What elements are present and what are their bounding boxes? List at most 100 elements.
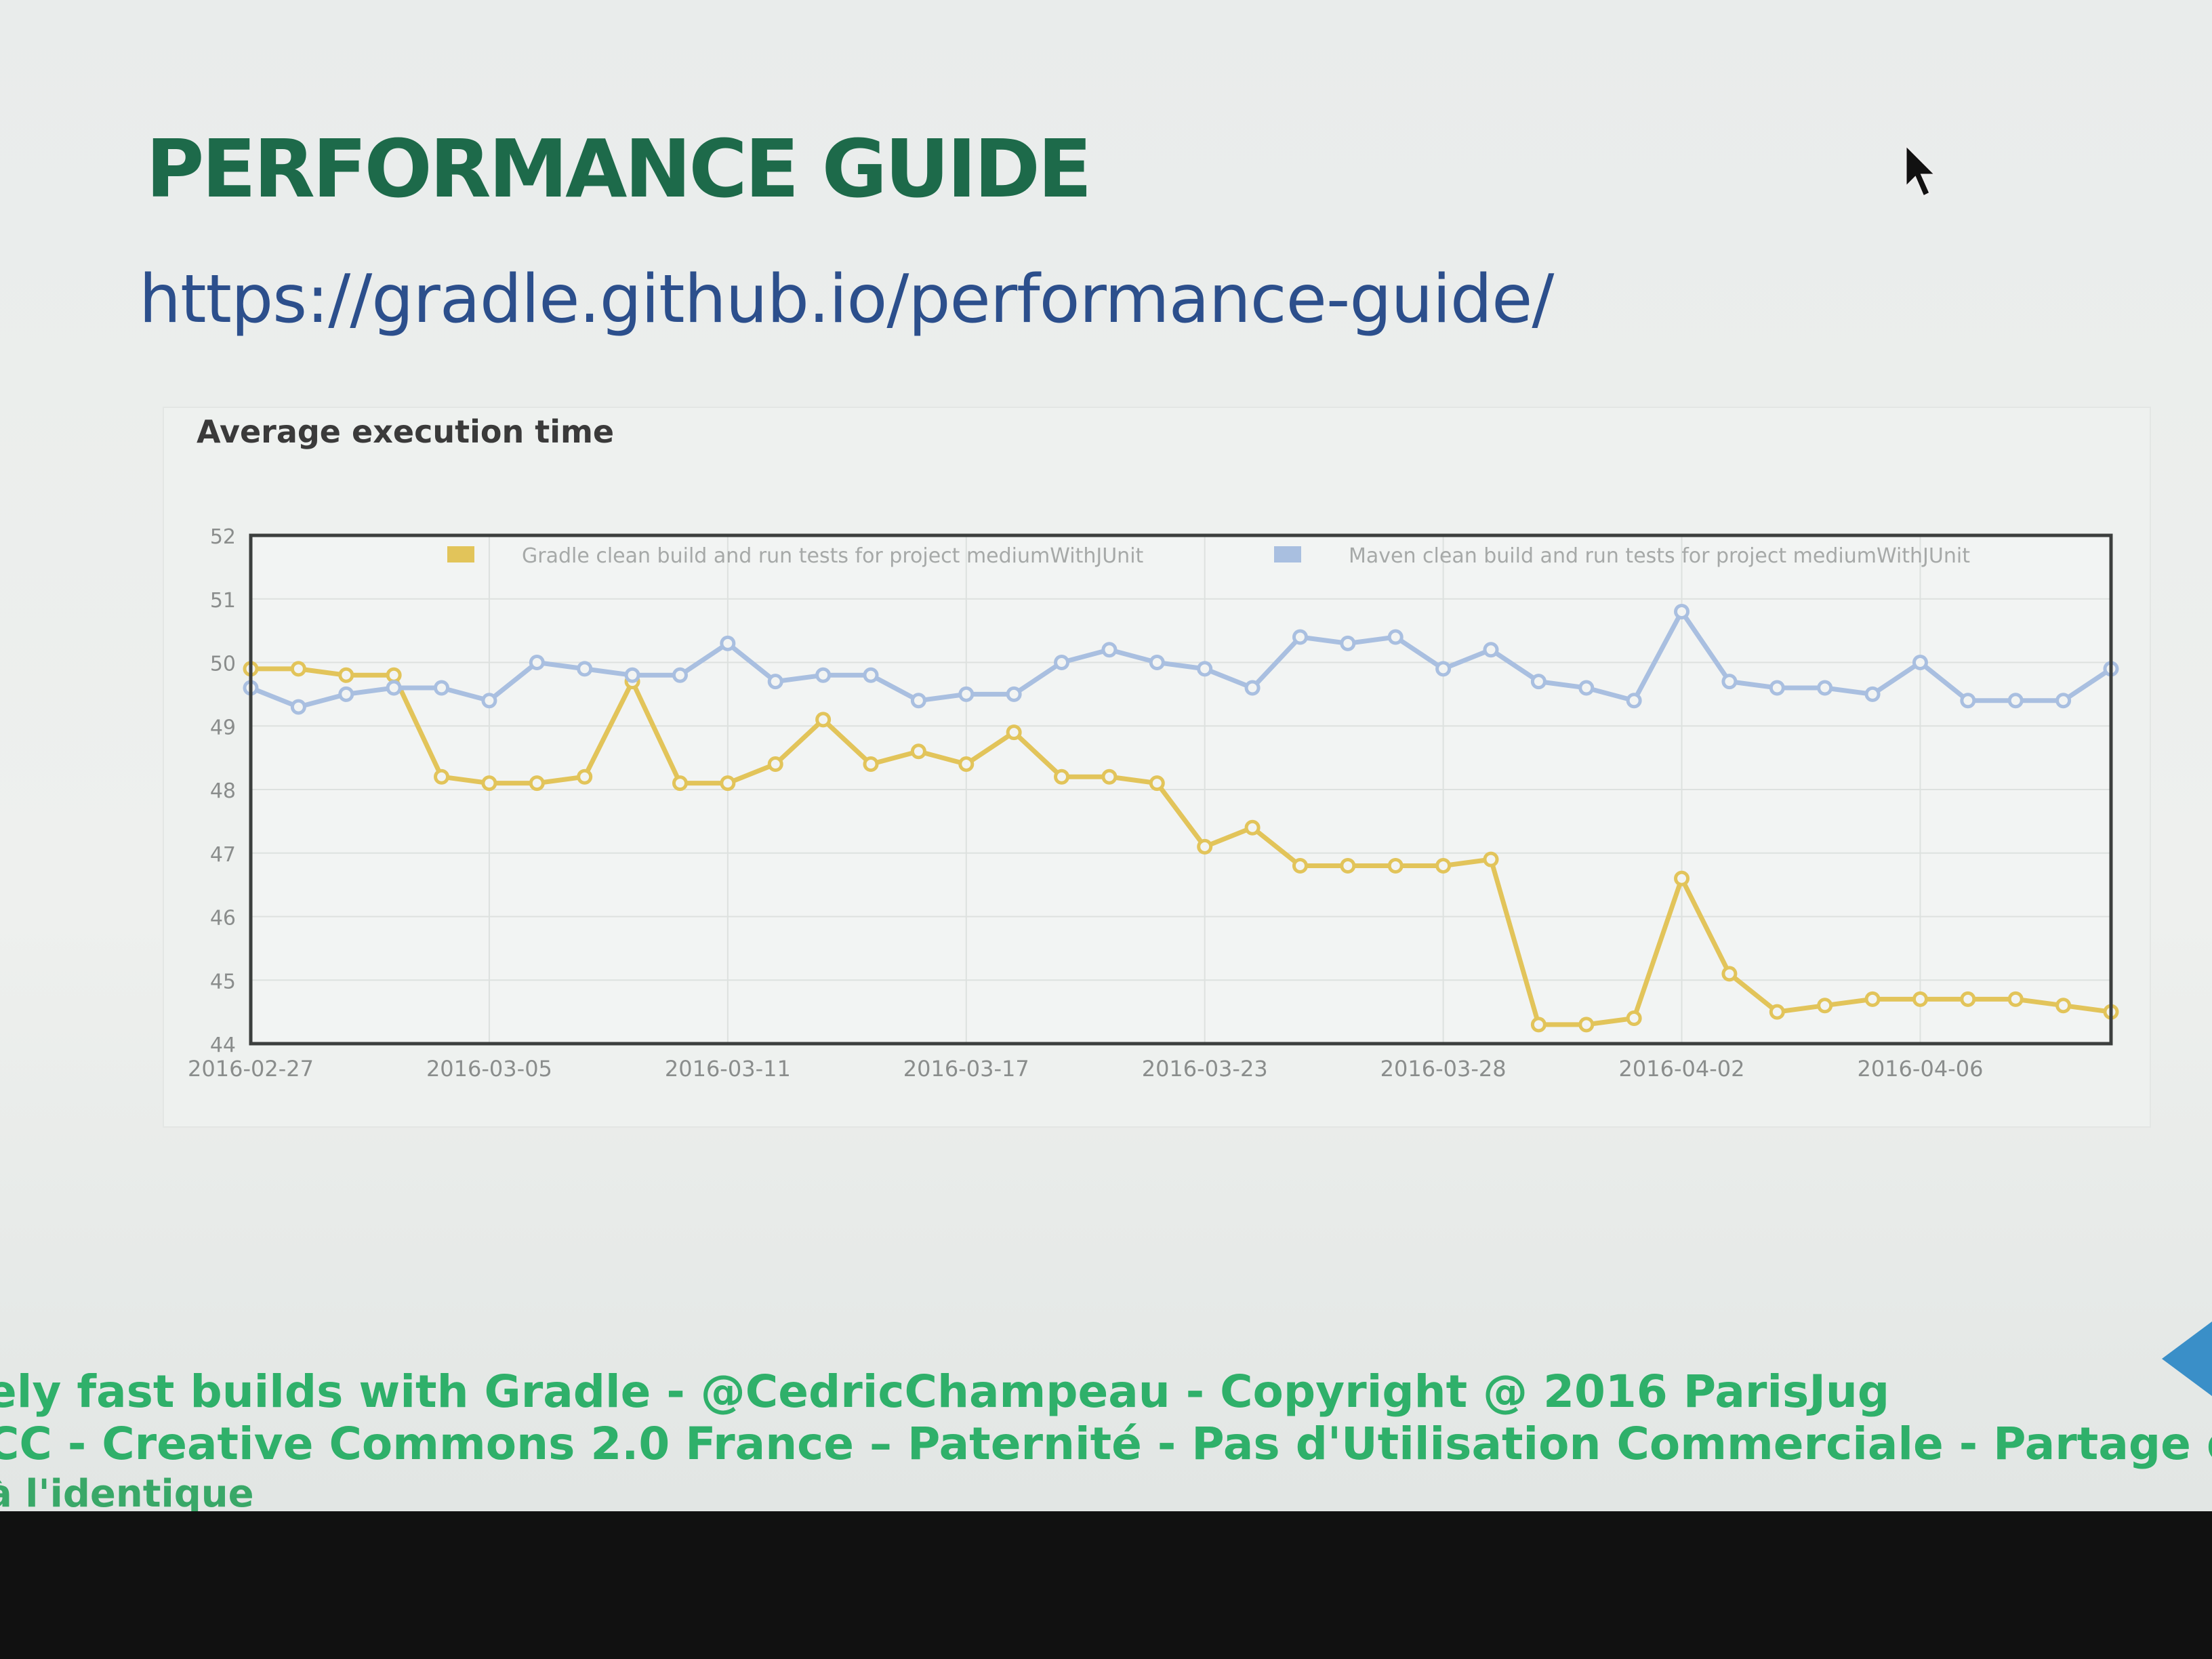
maven-series-line <box>249 609 2112 710</box>
x-tick-label: 2016-03-05 <box>426 1056 552 1082</box>
gradle-data-point <box>1769 1004 1785 1020</box>
maven-data-point <box>1721 674 1738 690</box>
maven-data-point <box>1674 604 1690 619</box>
x-tick-label: 2016-03-23 <box>1142 1056 1268 1082</box>
gradle-data-point <box>958 756 975 772</box>
gradle-data-point <box>338 667 354 683</box>
gradle-data-point <box>1530 1017 1547 1033</box>
gradle-series-line <box>251 666 2112 1027</box>
gradle-data-point <box>1244 819 1261 836</box>
screen-bezel <box>0 1511 2212 1659</box>
gradle-data-point <box>815 712 832 728</box>
slide-screen: PERFORMANCE GUIDE https://gradle.github.… <box>0 0 2212 1511</box>
gradle-data-point <box>1721 966 1738 982</box>
maven-data-point <box>386 680 402 696</box>
maven-data-point <box>1435 661 1452 677</box>
maven-data-point <box>577 661 593 677</box>
gradle-data-point <box>1054 769 1070 785</box>
maven-data-point <box>1387 629 1404 645</box>
gradle-data-point <box>577 769 593 785</box>
maven-data-point <box>958 686 975 702</box>
maven-data-point <box>1578 680 1595 696</box>
gradle-data-point <box>1006 724 1022 741</box>
maven-data-point <box>529 655 545 670</box>
gradle-data-point <box>386 667 402 683</box>
gradle-legend-swatch <box>447 546 474 562</box>
gradle-data-point <box>1149 775 1165 792</box>
execution-time-chart: 44 45 46 47 48 49 50 51 52 2016-02-27 2016-03-05 20… <box>188 525 2119 1082</box>
next-slide-arrow-icon[interactable] <box>2162 1322 2212 1396</box>
maven-data-point <box>767 674 783 690</box>
y-tick-label: 47 <box>210 843 236 867</box>
gradle-data-point <box>863 756 879 772</box>
maven-data-point <box>1960 693 1976 709</box>
gradle-data-point <box>1626 1010 1642 1026</box>
maven-data-point <box>290 699 306 715</box>
gradle-data-point <box>1817 998 1833 1014</box>
footer-line-1: ely fast builds with Gradle - @CedricCha… <box>0 1366 1890 1418</box>
gradle-data-point <box>910 743 926 760</box>
gradle-data-point <box>672 775 688 792</box>
maven-data-point <box>863 667 879 683</box>
maven-data-point <box>1769 680 1785 696</box>
guide-link[interactable]: https://gradle.github.io/performance-gui… <box>139 261 1554 338</box>
y-tick-label: 51 <box>210 589 236 613</box>
maven-data-point <box>815 667 832 683</box>
gradle-data-point <box>290 661 306 677</box>
maven-data-point <box>1101 642 1118 658</box>
maven-data-point <box>1626 693 1642 709</box>
y-tick-label: 45 <box>210 970 236 994</box>
x-tick-label: 2016-02-27 <box>188 1056 314 1082</box>
gradle-data-point <box>767 756 783 772</box>
gradle-data-point <box>1197 838 1213 855</box>
maven-data-point <box>481 693 497 709</box>
maven-data-point <box>1054 655 1070 670</box>
gradle-data-point <box>1578 1017 1595 1033</box>
maven-data-point <box>2007 693 2024 709</box>
gradle-data-point <box>1292 858 1308 874</box>
maven-data-point <box>720 635 736 651</box>
maven-data-point <box>672 667 688 683</box>
maven-data-point <box>434 680 450 696</box>
maven-data-point <box>1244 680 1261 696</box>
plot-frame <box>249 533 2113 1046</box>
maven-data-point <box>910 693 926 709</box>
mouse-pointer-icon <box>1904 142 1938 199</box>
maven-data-point <box>1292 629 1308 645</box>
maven-data-point <box>1530 674 1547 690</box>
gradle-data-point <box>1912 991 1928 1007</box>
y-tick-label: 50 <box>210 653 236 676</box>
maven-data-point <box>1340 635 1356 651</box>
chart-title: Average execution time <box>197 413 615 450</box>
y-tick-label: 49 <box>210 716 236 739</box>
gradle-data-point <box>720 775 736 792</box>
gradle-data-point <box>529 775 545 792</box>
y-tick-label: 46 <box>210 907 236 930</box>
y-tick-label: 44 <box>210 1033 236 1057</box>
y-tick-label: 48 <box>210 779 236 803</box>
maven-data-point <box>2055 693 2072 709</box>
gradle-data-point <box>1864 991 1881 1007</box>
gradle-data-point <box>2055 998 2072 1014</box>
gradle-data-point <box>2007 991 2024 1007</box>
x-tick-label: 2016-03-17 <box>903 1056 1029 1082</box>
maven-data-point <box>1817 680 1833 696</box>
maven-data-point <box>1864 686 1881 702</box>
x-tick-label: 2016-03-11 <box>665 1056 791 1082</box>
gradle-data-point <box>1960 991 1976 1007</box>
maven-data-point <box>1483 642 1499 658</box>
footer-line-3: à l'identique <box>0 1472 254 1511</box>
gradle-data-point <box>1387 858 1404 874</box>
slide-title: PERFORMANCE GUIDE <box>146 122 1092 216</box>
maven-legend-swatch <box>1274 546 1301 562</box>
gradle-data-point <box>1483 851 1499 867</box>
maven-data-point <box>1912 655 1928 670</box>
gradle-data-point <box>1101 769 1118 785</box>
gradle-data-point <box>481 775 497 792</box>
x-tick-label: 2016-04-02 <box>1619 1056 1745 1082</box>
gradle-data-point <box>1674 870 1690 886</box>
maven-data-point <box>1006 686 1022 702</box>
maven-legend-label: Maven clean build and run tests for proj… <box>1349 544 1970 568</box>
gradle-data-point <box>1340 858 1356 874</box>
footer-line-2: CC - Creative Commons 2.0 France – Pater… <box>0 1418 2212 1470</box>
